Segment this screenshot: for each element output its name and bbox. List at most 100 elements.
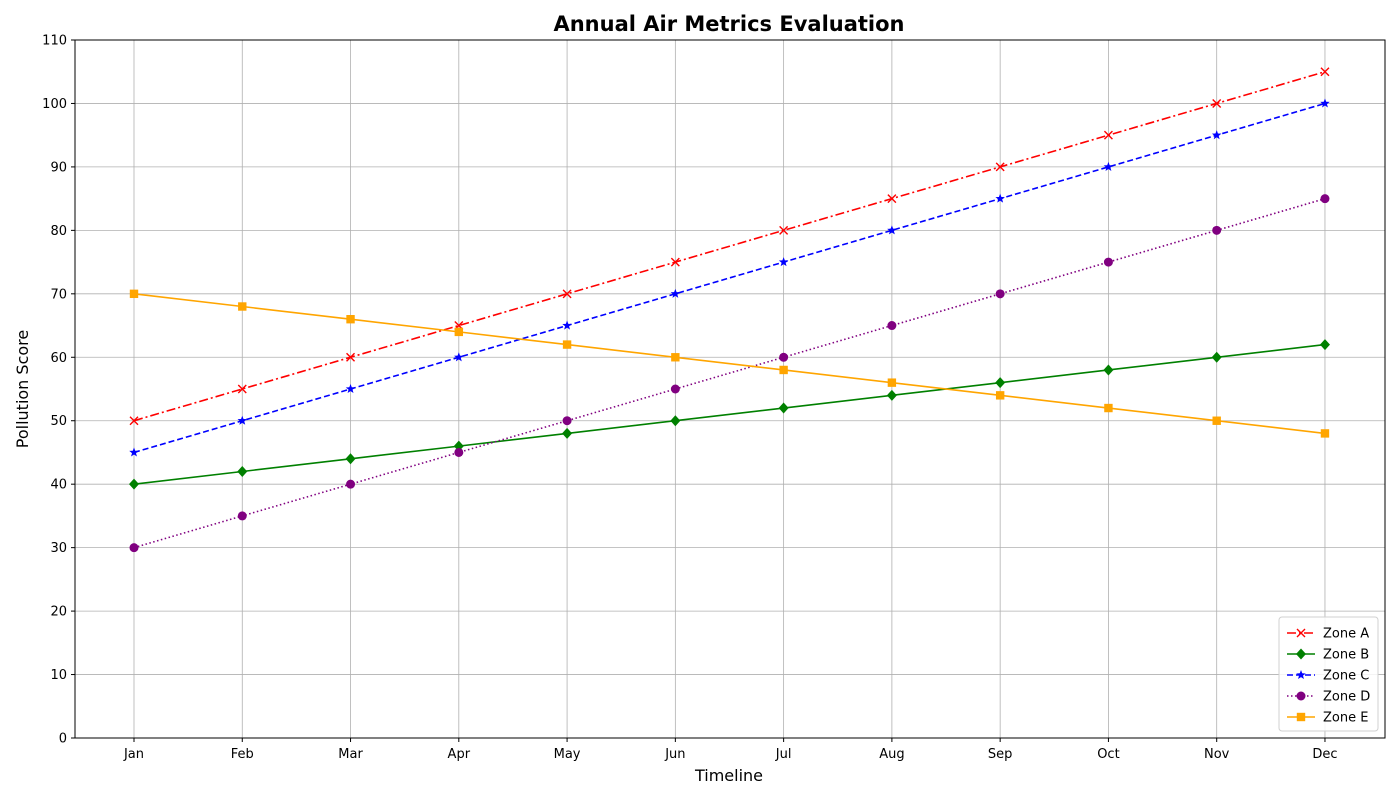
x-tick-label: Sep [988, 747, 1013, 762]
data-point-zone-d [1212, 225, 1222, 235]
legend-item-zone-a: Zone A [1287, 627, 1369, 642]
legend-marker [1296, 691, 1306, 701]
data-point-zone-e [887, 378, 897, 387]
data-point-zone-c [778, 257, 789, 267]
series-zone-b [129, 339, 1330, 490]
legend-label: Zone D [1323, 690, 1370, 705]
legend: Zone A Zone B Zone C Zone D Zone E [1278, 616, 1379, 732]
data-point-zone-a [1320, 67, 1330, 77]
data-point-zone-d [237, 511, 247, 521]
y-tick-label: 70 [50, 287, 67, 302]
series-zone-d [129, 194, 1330, 553]
series-zone-c [129, 98, 1330, 457]
y-tick-label: 0 [59, 732, 67, 747]
data-point-zone-c [1103, 161, 1114, 171]
data-point-zone-b [129, 478, 139, 490]
legend-item-zone-b: Zone B [1287, 648, 1369, 663]
data-point-zone-e [1320, 429, 1330, 438]
series-line-zone-e [133, 293, 1326, 435]
chart-title: Annual Air Metrics Evaluation [553, 12, 904, 36]
y-tick-label: 110 [42, 34, 67, 49]
axis-ticks: 0 10 20 30 40 50 60 70 80 90 100 110 Jan Feb Mar Apr May… [42, 34, 1337, 763]
x-tick-label: Jun [664, 747, 685, 762]
data-point-zone-b [1103, 364, 1114, 376]
data-point-zone-b [345, 453, 356, 465]
x-tick-label: May [554, 747, 581, 762]
data-point-zone-e [995, 391, 1005, 400]
data-point-zone-b [562, 427, 573, 439]
data-point-zone-d [562, 416, 572, 426]
legend-item-zone-e: Zone E [1287, 711, 1368, 726]
data-point-zone-c [887, 225, 897, 235]
series-line-zone-d [133, 197, 1326, 549]
data-point-zone-b [886, 389, 897, 401]
plot-frame [74, 39, 1386, 739]
data-point-zone-d [454, 447, 464, 457]
data-point-zone-a [779, 225, 789, 235]
data-point-zone-d [1320, 194, 1330, 204]
data-point-zone-d [670, 384, 680, 394]
data-point-zone-e [238, 302, 247, 311]
series-zone-a [129, 67, 1330, 426]
x-tick-label: Apr [448, 747, 471, 762]
x-tick-label: Feb [231, 747, 254, 762]
y-tick-label: 80 [50, 224, 67, 239]
x-tick-label: Nov [1204, 747, 1230, 762]
x-tick-label: Dec [1312, 747, 1337, 762]
grid [75, 39, 1385, 739]
data-point-zone-a [237, 384, 247, 394]
data-point-zone-c [670, 288, 681, 298]
data-point-zone-a [1103, 130, 1113, 140]
y-axis-label: Pollution Score [13, 330, 32, 448]
data-point-zone-a [562, 289, 572, 299]
y-tick-label: 60 [50, 351, 67, 366]
data-point-zone-e [454, 327, 464, 337]
data-point-zone-b [1211, 351, 1222, 363]
data-point-zone-e [1104, 403, 1113, 413]
x-tick-label: Aug [879, 747, 904, 762]
legend-label: Zone A [1323, 627, 1369, 642]
data-point-zone-e [1212, 416, 1221, 425]
data-point-zone-a [129, 416, 139, 426]
data-point-zone-e [129, 289, 139, 299]
data-point-zone-d [1103, 257, 1113, 267]
data-point-zone-b [1319, 339, 1330, 351]
data-point-zone-d [779, 352, 789, 362]
series-line-zone-c [133, 102, 1326, 454]
data-point-zone-b [778, 402, 789, 414]
series-line-zone-b [133, 343, 1326, 485]
legend-item-zone-d: Zone D [1287, 690, 1370, 705]
data-point-zone-c [237, 415, 248, 425]
data-point-zone-e [671, 353, 680, 362]
data-point-zone-d [995, 289, 1005, 299]
x-axis-label: Timeline [694, 766, 763, 785]
series-zone-e [129, 289, 1330, 438]
data-point-zone-e [779, 365, 788, 375]
legend-item-zone-c: Zone C [1287, 669, 1369, 684]
data-point-zone-c [345, 384, 356, 394]
data-point-zone-a [887, 194, 897, 204]
data-point-zone-d [346, 479, 356, 489]
y-tick-label: 90 [50, 160, 67, 175]
x-tick-label: Mar [338, 747, 363, 762]
data-point-zone-a [670, 257, 680, 267]
data-point-zone-d [129, 543, 139, 553]
legend-marker [1296, 670, 1306, 680]
data-point-zone-c [129, 447, 139, 457]
y-tick-label: 10 [50, 668, 67, 683]
y-tick-label: 50 [50, 414, 67, 429]
data-point-zone-d [887, 321, 897, 331]
data-point-zone-c [995, 193, 1005, 203]
legend-label: Zone B [1323, 648, 1369, 663]
data-point-zone-a [346, 352, 356, 362]
data-point-zone-c [562, 320, 572, 330]
series-layer [129, 67, 1330, 553]
x-tick-label: Oct [1097, 747, 1119, 762]
y-tick-label: 30 [50, 541, 67, 556]
y-tick-label: 100 [42, 97, 67, 112]
data-point-zone-b [670, 415, 681, 427]
series-line-zone-a [133, 70, 1326, 422]
x-tick-label: Jan [123, 747, 144, 762]
